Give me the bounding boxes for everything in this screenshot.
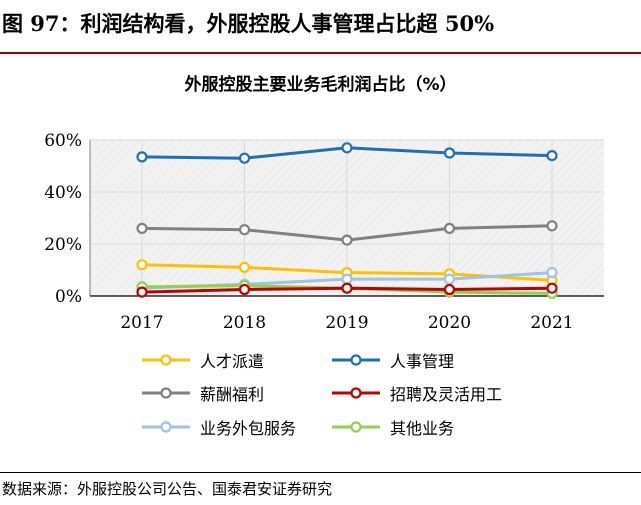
legend-item: 招聘及灵活用工 <box>330 381 502 405</box>
series-2 <box>136 142 558 164</box>
series-3 <box>136 220 558 246</box>
data-point <box>341 273 353 285</box>
legend-item: 人才派遣 <box>140 348 264 372</box>
x-tick-label: 2021 <box>530 313 573 333</box>
legend-label: 其他业务 <box>390 419 455 438</box>
data-point <box>238 261 251 273</box>
data-point <box>238 152 251 164</box>
data-point <box>341 142 353 154</box>
x-tick-label: 2017 <box>120 313 163 333</box>
y-tick-label: 0% <box>55 287 82 307</box>
legend-swatch <box>332 387 380 399</box>
legend-item: 薪酬福利 <box>140 381 264 405</box>
series-layer <box>136 142 558 299</box>
data-point <box>136 286 148 298</box>
data-point <box>443 283 456 296</box>
x-tick-label: 2020 <box>428 313 471 333</box>
y-tick-label: 60% <box>44 131 82 151</box>
data-point <box>136 259 148 271</box>
y-tick-label: 40% <box>44 183 82 203</box>
legend-label: 人才派遣 <box>200 352 265 371</box>
data-point <box>443 273 456 285</box>
legend-label: 人事管理 <box>390 352 455 371</box>
data-point <box>341 234 353 246</box>
data-point <box>546 282 558 294</box>
legend-swatch <box>142 354 190 366</box>
legend-label: 薪酬福利 <box>200 385 265 404</box>
x-tick-label: 2018 <box>223 313 266 333</box>
data-point <box>443 147 456 159</box>
legend-swatch <box>142 421 190 433</box>
data-point <box>341 282 353 294</box>
legend-swatch <box>332 354 380 366</box>
data-point <box>546 150 558 162</box>
source-divider <box>0 472 641 473</box>
legend-label: 招聘及灵活用工 <box>390 385 503 404</box>
data-point <box>443 222 456 234</box>
data-point <box>136 222 148 234</box>
line-chart: 0% 20% 40% 60% 2017 2018 2019 2020 2021 <box>44 131 604 333</box>
data-point <box>238 283 251 296</box>
data-point <box>546 220 558 232</box>
axis-layer: 0% 20% 40% 60% 2017 2018 2019 2020 2021 <box>44 131 604 333</box>
y-tick-label: 20% <box>44 235 82 255</box>
x-tick-label: 2019 <box>325 313 368 333</box>
data-point <box>546 267 558 279</box>
legend-label: 业务外包服务 <box>200 419 297 438</box>
legend-swatch <box>332 421 380 433</box>
legend-swatch <box>142 387 190 399</box>
legend-item: 业务外包服务 <box>140 415 296 439</box>
chart-title: 外服控股主要业务毛利润占比（%） <box>184 75 457 95</box>
title-divider <box>0 52 641 54</box>
legend-item: 其他业务 <box>330 415 454 439</box>
data-point <box>238 224 251 236</box>
source-note: 数据来源：外服控股公司公告、国泰君安证券研究 <box>2 480 333 498</box>
legend-item: 人事管理 <box>330 348 454 372</box>
series-4 <box>136 282 558 298</box>
data-point <box>136 151 148 163</box>
figure-title: 图 97：利润结构看，外服控股人事管理占比超 50% <box>2 11 495 36</box>
